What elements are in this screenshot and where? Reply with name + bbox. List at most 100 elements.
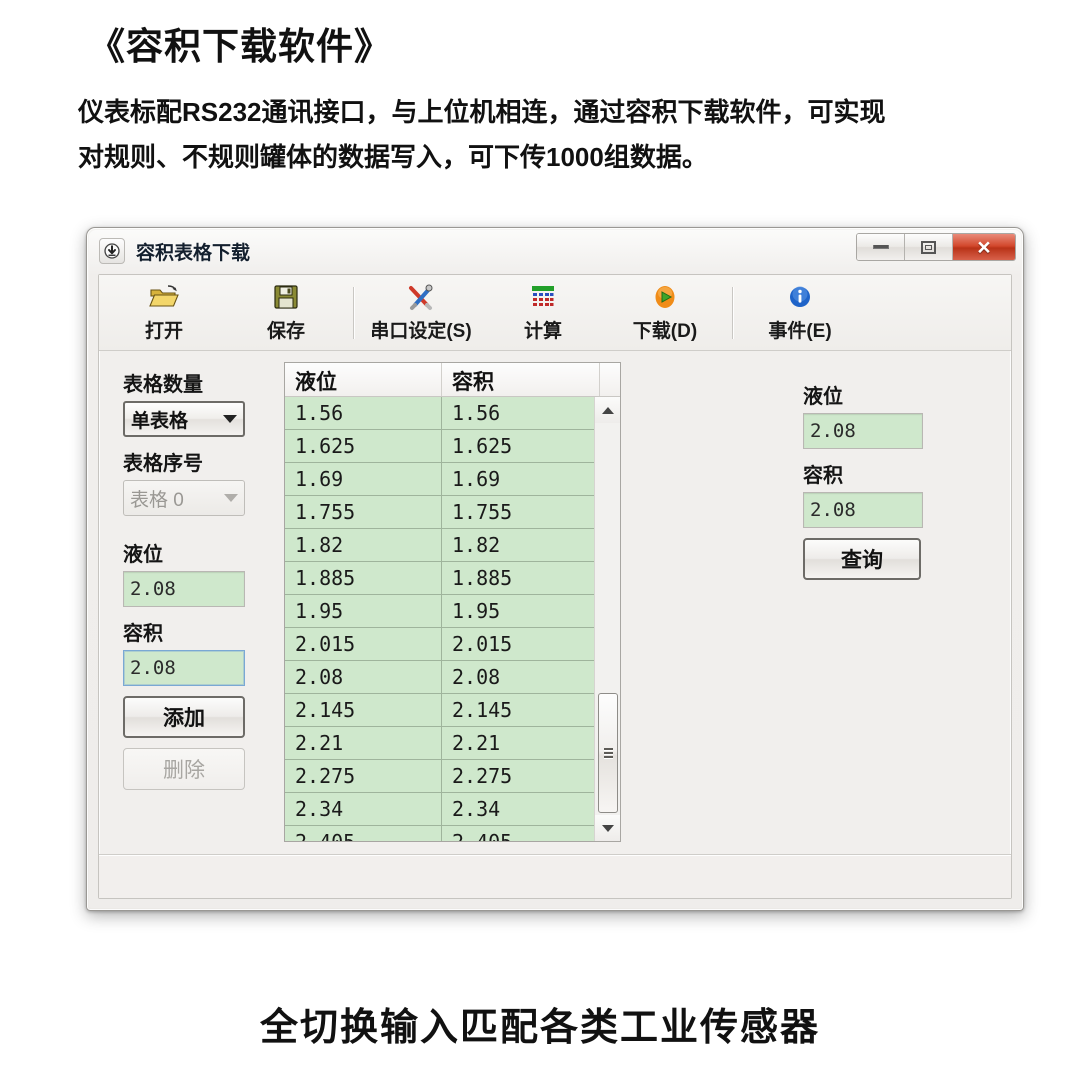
window-inner: 容积表格下载 × bbox=[89, 230, 1021, 908]
toolbar-label-calculate: 计算 bbox=[523, 321, 562, 342]
data-grid[interactable]: 液位 容积 1.56 1.56 1.625 1.625 1.69 1.69 1.755 1.7… bbox=[284, 362, 621, 842]
cell-volume[interactable]: 1.56 bbox=[442, 397, 600, 429]
query-volume-input[interactable]: 2.08 bbox=[803, 492, 923, 528]
status-bar bbox=[99, 854, 1011, 898]
cell-volume[interactable]: 1.885 bbox=[442, 562, 600, 594]
table-row[interactable]: 2.34 2.34 bbox=[285, 793, 620, 826]
scrollbar-thumb[interactable] bbox=[598, 693, 618, 813]
cell-volume[interactable]: 2.015 bbox=[442, 628, 600, 660]
table-row[interactable]: 1.69 1.69 bbox=[285, 463, 620, 496]
window-titlebar[interactable]: 容积表格下载 × bbox=[89, 230, 1021, 272]
maximize-icon bbox=[921, 240, 936, 254]
cell-volume[interactable]: 2.405 bbox=[442, 826, 600, 841]
toolbar-button-download[interactable]: 下载(D) bbox=[604, 278, 726, 348]
query-level-label: 液位 bbox=[803, 386, 843, 408]
volume-input-value: 2.08 bbox=[130, 657, 176, 679]
table-count-value: 单表格 bbox=[131, 410, 189, 432]
table-index-value: 表格 0 bbox=[130, 489, 184, 511]
cell-level[interactable]: 2.08 bbox=[285, 661, 442, 693]
chevron-down-icon bbox=[601, 824, 614, 832]
chevron-down-icon bbox=[224, 494, 238, 502]
cell-level[interactable]: 2.275 bbox=[285, 760, 442, 792]
cell-level[interactable]: 1.82 bbox=[285, 529, 442, 561]
scroll-up-button[interactable] bbox=[595, 397, 620, 423]
table-row[interactable]: 2.4052.405 bbox=[285, 826, 620, 841]
grid-header-volume[interactable]: 容积 bbox=[442, 363, 600, 396]
volume-label: 容积 bbox=[123, 623, 163, 645]
table-count-label: 表格数量 bbox=[123, 374, 203, 396]
promo-description: 仪表标配RS232通讯接口，与上位机相连，通过容积下载软件，可实现 对规则、不规… bbox=[78, 90, 1028, 179]
table-row[interactable]: 1.82 1.82 bbox=[285, 529, 620, 562]
table-count-select[interactable]: 单表格 bbox=[123, 401, 245, 437]
table-row[interactable]: 2.21 2.21 bbox=[285, 727, 620, 760]
toolbar-button-serial-settings[interactable]: 串口设定(S) bbox=[360, 278, 482, 348]
cell-volume[interactable]: 2.275 bbox=[442, 760, 600, 792]
cell-level[interactable]: 1.755 bbox=[285, 496, 442, 528]
delete-button[interactable]: 删除 bbox=[123, 748, 245, 790]
cell-level[interactable]: 2.145 bbox=[285, 694, 442, 726]
cell-level[interactable]: 1.95 bbox=[285, 595, 442, 627]
table-row[interactable]: 1.885 1.885 bbox=[285, 562, 620, 595]
grid-vertical-scrollbar[interactable] bbox=[594, 397, 620, 841]
close-button[interactable]: × bbox=[953, 234, 1015, 260]
level-input-value: 2.08 bbox=[130, 578, 176, 600]
promo-description-line-2: 对规则、不规则罐体的数据写入，可下传1000组数据。 bbox=[78, 141, 708, 172]
maximize-button[interactable] bbox=[905, 234, 953, 260]
cell-volume[interactable]: 2.08 bbox=[442, 661, 600, 693]
table-row[interactable]: 2.08 2.08 bbox=[285, 661, 620, 694]
floppy-save-icon bbox=[273, 282, 299, 312]
cell-level[interactable]: 1.56 bbox=[285, 397, 442, 429]
table-row[interactable]: 1.56 1.56 bbox=[285, 397, 620, 430]
table-row[interactable]: 1.755 1.755 bbox=[285, 496, 620, 529]
cell-volume[interactable]: 1.755 bbox=[442, 496, 600, 528]
query-volume-label: 容积 bbox=[803, 465, 843, 487]
query-level-value: 2.08 bbox=[810, 420, 856, 442]
table-row[interactable]: 2.015 2.015 bbox=[285, 628, 620, 661]
toolbar-button-events[interactable]: 事件(E) bbox=[739, 278, 861, 348]
cell-level[interactable]: 2.405 bbox=[285, 826, 442, 841]
chevron-down-icon bbox=[223, 415, 237, 423]
toolbar-label-download: 下载(D) bbox=[632, 321, 698, 342]
table-index-label: 表格序号 bbox=[123, 453, 203, 475]
grip-icon bbox=[603, 746, 613, 760]
query-level-input[interactable]: 2.08 bbox=[803, 413, 923, 449]
cell-volume[interactable]: 2.145 bbox=[442, 694, 600, 726]
add-button[interactable]: 添加 bbox=[123, 696, 245, 738]
open-folder-icon bbox=[149, 282, 179, 312]
toolbar-separator-1 bbox=[353, 286, 354, 339]
toolbar-button-calculate[interactable]: 计算 bbox=[482, 278, 604, 348]
window-client-area: 打开 保存 bbox=[98, 274, 1012, 899]
cell-level[interactable]: 2.34 bbox=[285, 793, 442, 825]
toolbar-button-open[interactable]: 打开 bbox=[103, 278, 225, 348]
cell-volume[interactable]: 1.69 bbox=[442, 463, 600, 495]
table-row[interactable]: 2.275 2.275 bbox=[285, 760, 620, 793]
application-window: 容积表格下载 × bbox=[86, 227, 1024, 911]
download-play-icon bbox=[652, 282, 678, 312]
scroll-down-button[interactable] bbox=[595, 815, 620, 841]
right-panel: 液位 2.08 容积 2.08 查询 bbox=[781, 352, 1011, 852]
table-row[interactable]: 1.95 1.95 bbox=[285, 595, 620, 628]
toolbar-label-events: 事件(E) bbox=[768, 321, 832, 342]
cell-volume[interactable]: 2.34 bbox=[442, 793, 600, 825]
table-index-select[interactable]: 表格 0 bbox=[123, 480, 245, 516]
cell-level[interactable]: 2.015 bbox=[285, 628, 442, 660]
cell-volume[interactable]: 1.82 bbox=[442, 529, 600, 561]
cell-volume[interactable]: 1.95 bbox=[442, 595, 600, 627]
cell-level[interactable]: 2.21 bbox=[285, 727, 442, 759]
cell-level[interactable]: 1.885 bbox=[285, 562, 442, 594]
cell-volume[interactable]: 2.21 bbox=[442, 727, 600, 759]
table-row[interactable]: 2.145 2.145 bbox=[285, 694, 620, 727]
query-button[interactable]: 查询 bbox=[803, 538, 921, 580]
level-input[interactable]: 2.08 bbox=[123, 571, 245, 607]
table-row[interactable]: 1.625 1.625 bbox=[285, 430, 620, 463]
minimize-button[interactable] bbox=[857, 234, 905, 260]
query-volume-value: 2.08 bbox=[810, 499, 856, 521]
cell-level[interactable]: 1.625 bbox=[285, 430, 442, 462]
cell-volume[interactable]: 1.625 bbox=[442, 430, 600, 462]
grid-header-filler bbox=[600, 363, 620, 396]
toolbar-button-save[interactable]: 保存 bbox=[225, 278, 347, 348]
grid-header-level[interactable]: 液位 bbox=[285, 363, 442, 396]
cell-level[interactable]: 1.69 bbox=[285, 463, 442, 495]
volume-input[interactable]: 2.08 bbox=[123, 650, 245, 686]
tools-wrench-screwdriver-icon bbox=[407, 282, 435, 312]
